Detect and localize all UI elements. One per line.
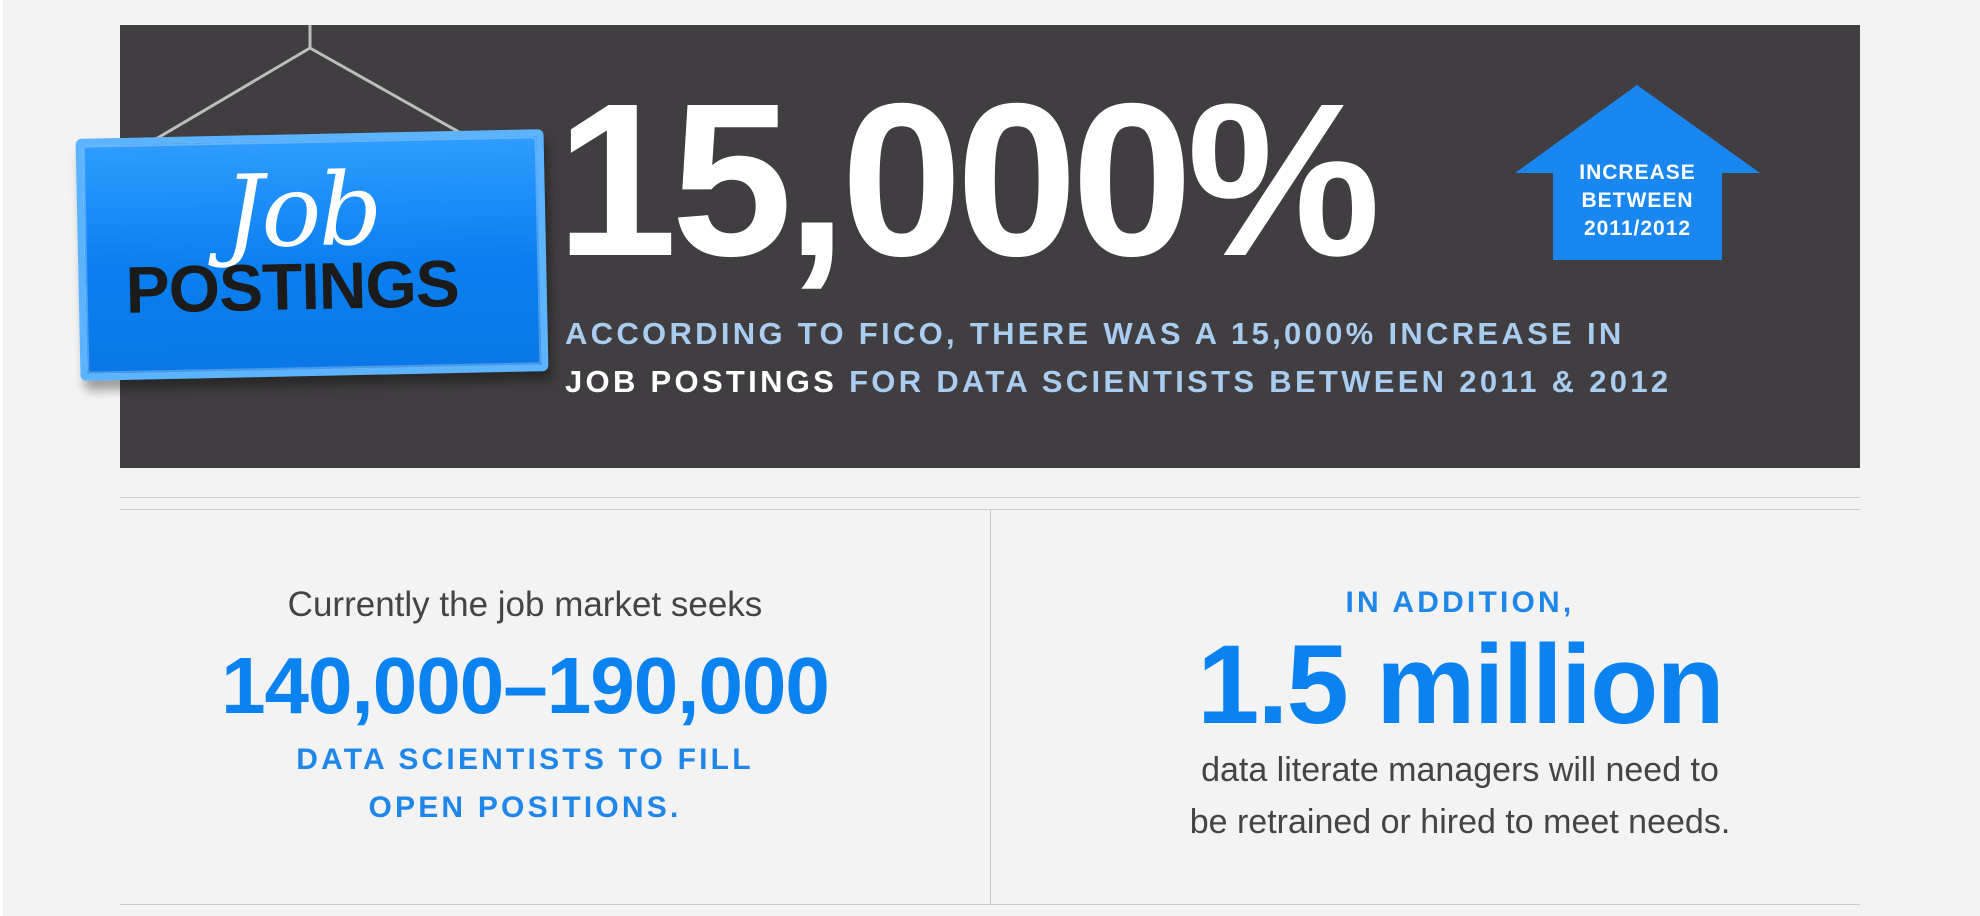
page-edge bbox=[0, 0, 3, 916]
headline-description: ACCORDING TO FICO, THERE WAS A 15,000% I… bbox=[565, 310, 1815, 406]
job-postings-sign: Job POSTINGS bbox=[75, 129, 549, 381]
stat-intro: Currently the job market seeks bbox=[287, 585, 763, 624]
increase-arrow: INCREASE BETWEEN 2011/2012 bbox=[1515, 85, 1760, 260]
arrow-label-line-2: BETWEEN bbox=[1581, 189, 1694, 212]
description-line-1: ACCORDING TO FICO, THERE WAS A 15,000% I… bbox=[565, 316, 1625, 351]
stat-value: 1.5 million bbox=[1197, 622, 1725, 747]
stat-caption-line-2: OPEN POSITIONS. bbox=[368, 791, 682, 824]
headline-percent: 15,000% bbox=[556, 59, 1381, 302]
stat-caption: DATA SCIENTISTS TO FILL OPEN POSITIONS. bbox=[120, 736, 930, 832]
stat-caption-line-2: be retrained or hired to meet needs. bbox=[1189, 803, 1731, 841]
description-strong: JOB POSTINGS bbox=[565, 364, 838, 399]
section-divider-bottom bbox=[120, 904, 1860, 905]
stat-intro: IN ADDITION, bbox=[1345, 586, 1575, 619]
stat-value: 140,000–190,000 bbox=[221, 641, 830, 730]
sign-postings-word: POSTINGS bbox=[124, 245, 460, 327]
stat-caption: data literate managers will need to be r… bbox=[1010, 744, 1910, 848]
column-divider bbox=[990, 509, 991, 904]
data-scientists-stat: Currently the job market seeks 140,000–1… bbox=[120, 570, 930, 832]
stat-caption-line-1: data literate managers will need to bbox=[1201, 751, 1719, 789]
arrow-label-line-3: 2011/2012 bbox=[1583, 217, 1692, 240]
description-rest: FOR DATA SCIENTISTS BETWEEN 2011 & 2012 bbox=[837, 364, 1672, 399]
stat-caption-line-1: DATA SCIENTISTS TO FILL bbox=[296, 743, 754, 776]
section-divider-top bbox=[120, 497, 1860, 498]
managers-stat: IN ADDITION, 1.5 million data literate m… bbox=[1010, 570, 1910, 848]
arrow-label-line-1: INCREASE bbox=[1579, 161, 1696, 184]
up-arrow-icon bbox=[1515, 85, 1760, 260]
description-line-2: JOB POSTINGS FOR DATA SCIENTISTS BETWEEN… bbox=[565, 358, 1815, 406]
